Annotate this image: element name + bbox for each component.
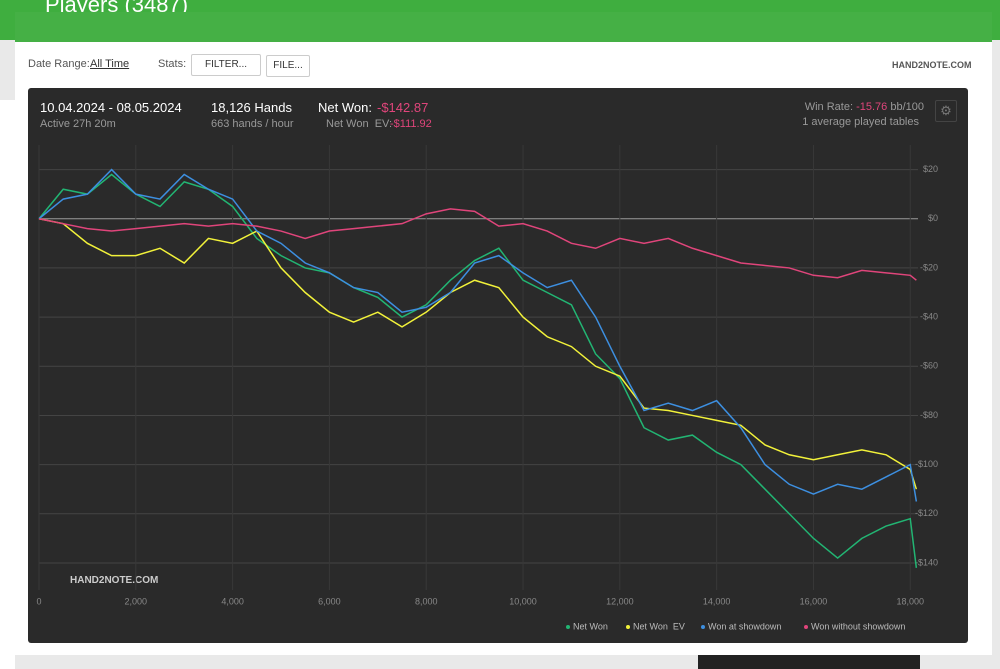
- x-tick-label: 8,000: [415, 596, 438, 606]
- x-tick-label: 0: [36, 596, 41, 606]
- x-tick-label: 10,000: [509, 596, 537, 606]
- legend-label: Net Won: [573, 621, 608, 631]
- legend-dot: [804, 625, 808, 629]
- win-rate-unit: bb/100: [890, 101, 924, 113]
- y-tick-label: -$120: [915, 508, 938, 518]
- legend-dot: [566, 625, 570, 629]
- legend-label: Won without showdown: [811, 621, 905, 631]
- series-line: [38, 173, 918, 568]
- x-tick-label: 18,000: [896, 596, 924, 606]
- x-tick-label: 12,000: [606, 596, 634, 606]
- net-won-label: Net Won:: [318, 100, 372, 115]
- file-button[interactable]: FILE...: [266, 55, 310, 77]
- series-line: [38, 218, 918, 490]
- net-won-value: -$142.87: [377, 100, 429, 115]
- x-tick-label: 14,000: [703, 596, 731, 606]
- x-tick-label: 4,000: [221, 596, 244, 606]
- logo: HAND2NOTE.COM: [892, 60, 972, 70]
- net-won-ev-label: Net Won EV:: [326, 118, 393, 130]
- win-rate-value: -15.76: [856, 101, 888, 113]
- y-tick-label: $0: [928, 213, 938, 223]
- settings-button[interactable]: ⚙: [935, 100, 957, 122]
- x-tick-label: 16,000: [800, 596, 828, 606]
- hands-per-hour: 663 hands / hour: [211, 118, 294, 130]
- legend-label: Net Won EV: [633, 621, 685, 631]
- x-tick-label: 6,000: [318, 596, 341, 606]
- win-rate: Win Rate: -15.76 bb/100: [805, 101, 924, 113]
- y-tick-label: $20: [923, 164, 938, 174]
- y-tick-label: -$40: [920, 311, 938, 321]
- tables: 1 average played tables: [802, 116, 919, 128]
- win-rate-label: Win Rate:: [804, 101, 854, 113]
- series-line: [38, 208, 917, 281]
- date-range-select[interactable]: All Time: [90, 58, 130, 70]
- x-tick-label: 2,000: [125, 596, 148, 606]
- legend-dot: [701, 625, 705, 629]
- active-time: Active 27h 20m: [40, 118, 116, 130]
- date-range: 10.04.2024 - 08.05.2024: [40, 100, 182, 115]
- y-tick-label: -$100: [915, 459, 938, 469]
- filter-button[interactable]: FILTER...: [191, 54, 261, 76]
- y-tick-label: -$20: [920, 262, 938, 272]
- bg-panel: [0, 100, 15, 669]
- y-tick-label: -$60: [920, 361, 938, 371]
- legend-dot: [626, 625, 630, 629]
- legend-label: Won at showdown: [708, 621, 781, 631]
- date-range-label: Date Range:: [28, 58, 90, 70]
- y-tick-label: -$140: [915, 557, 938, 567]
- stats-label: Stats:: [158, 58, 187, 70]
- series-line: [38, 168, 918, 502]
- hands: 18,126 Hands: [211, 100, 292, 115]
- watermark: HAND2NOTE.COM: [70, 575, 159, 586]
- y-tick-label: -$80: [920, 410, 938, 420]
- graph-panel: 10.04.2024 - 08.05.2024 Active 27h 20m 1…: [28, 88, 968, 643]
- net-won-ev-value: -$111.92: [390, 118, 432, 130]
